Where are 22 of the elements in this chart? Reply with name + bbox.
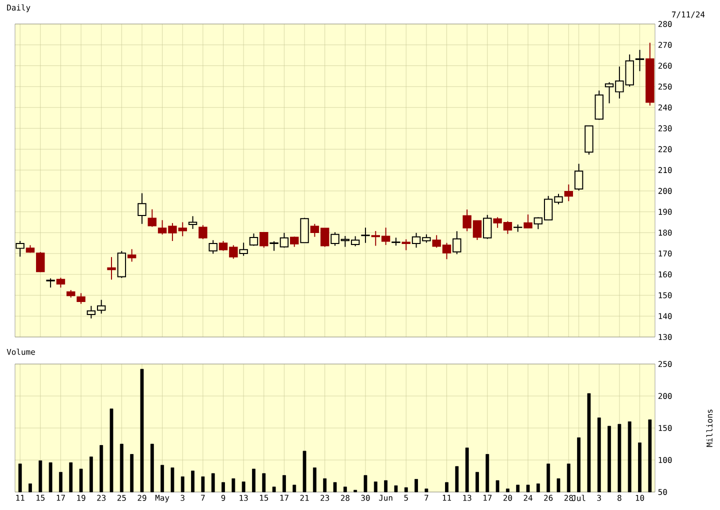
candlestick (564, 184, 574, 202)
candlestick (36, 252, 45, 272)
candlestick (188, 216, 198, 230)
candlestick (76, 292, 86, 304)
candlestick (127, 248, 136, 262)
candlestick (56, 277, 66, 288)
candlestick (117, 250, 126, 278)
candlestick (594, 90, 604, 120)
candlestick (26, 244, 35, 253)
candlestick (646, 42, 654, 106)
candlestick (107, 256, 116, 280)
candlestick (483, 214, 492, 240)
candlestick (574, 163, 584, 192)
candlestick (249, 232, 258, 246)
candlestick (290, 236, 299, 248)
candlestick (148, 208, 157, 228)
candlestick (513, 224, 522, 232)
candlestick (138, 192, 146, 224)
candlestick (392, 237, 400, 246)
candlestick (239, 242, 248, 256)
candlestick (361, 227, 370, 244)
candlestick (66, 290, 76, 298)
